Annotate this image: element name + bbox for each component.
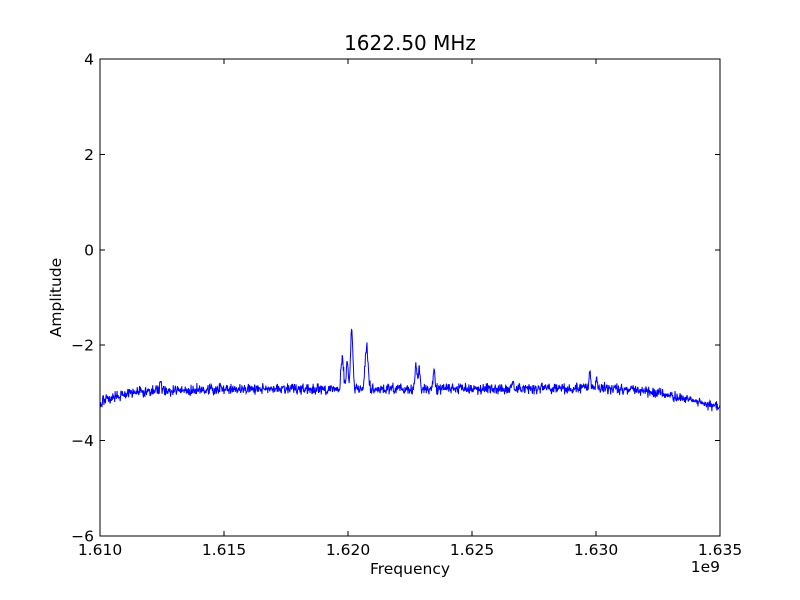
x-tick-label: 1.615 (202, 541, 246, 559)
y-tick-label: 4 (84, 51, 94, 69)
y-tick-label: −6 (71, 528, 94, 546)
x-tick-label: 1.625 (450, 541, 494, 559)
tick-labels-layer: 1.610 1.615 1.620 1.625 1.630 1.635 4 2 0 −2 −4 −6 (71, 51, 742, 560)
series-layer (99, 328, 721, 412)
y-tick-label: −4 (71, 432, 94, 450)
spectrum-line (99, 328, 721, 412)
y-axis-label: Amplitude (47, 258, 65, 337)
y-tick-label: 0 (84, 241, 94, 259)
x-tick-label: 1.630 (574, 541, 618, 559)
x-tick-label: 1.635 (698, 541, 742, 559)
x-axis-offset-label: 1e9 (691, 558, 720, 576)
ticks-layer (99, 58, 721, 537)
chart-title: 1622.50 MHz (344, 31, 476, 55)
x-tick-label: 1.620 (326, 541, 370, 559)
x-axis-label: Frequency (370, 560, 450, 578)
y-tick-label: 2 (84, 146, 94, 164)
axes-frame (99, 58, 721, 537)
y-tick-label: −2 (71, 337, 94, 355)
x-tick-label: 1.610 (78, 541, 122, 559)
